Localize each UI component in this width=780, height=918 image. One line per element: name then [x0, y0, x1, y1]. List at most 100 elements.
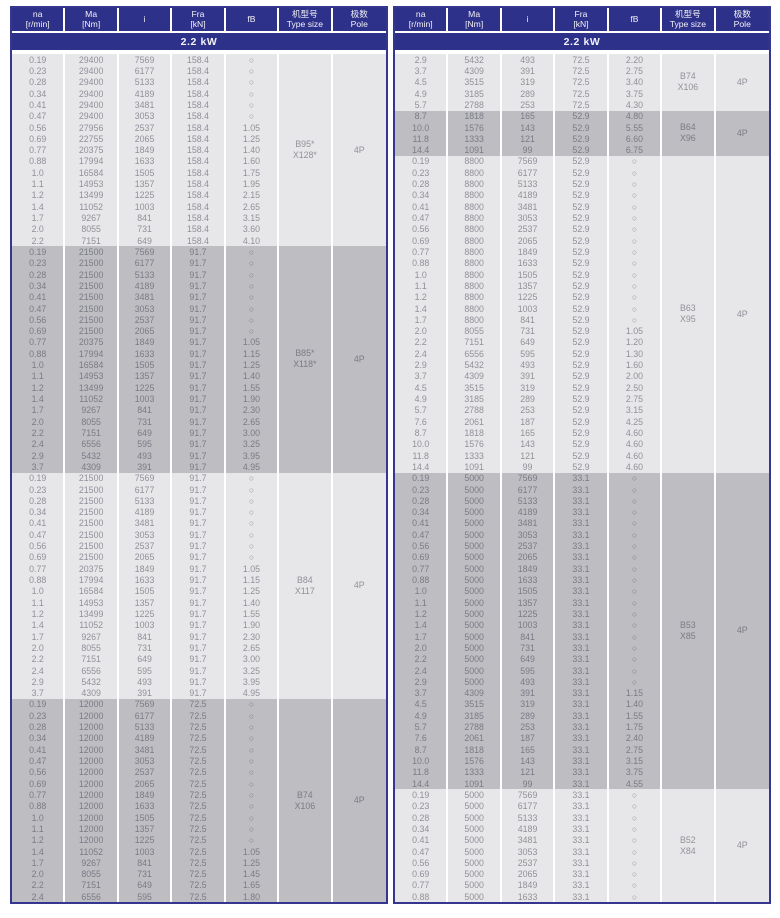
table-cell: 91.7: [172, 608, 226, 620]
table-cell: ○: [609, 574, 663, 586]
table-cell: 1.4: [12, 201, 66, 213]
table-cell: 0.77: [12, 563, 66, 575]
table-cell: 1576: [448, 121, 502, 134]
table-cell: 21500: [65, 517, 119, 530]
table-cell: 731: [119, 416, 173, 428]
table-cell: 7569: [119, 698, 173, 711]
table-cell: 2.15: [226, 189, 280, 202]
table-header: na [r/min] Ma [Nm] i Fra [kN] fB 机型号 Type size 极数 P…: [12, 8, 386, 33]
table-cell: 158.4: [172, 87, 226, 100]
table-cell: 3.7: [395, 370, 449, 383]
table-cell: ○: [226, 268, 280, 281]
table-cell: 1225: [119, 608, 173, 620]
table-cell: 0.47: [395, 529, 449, 541]
table-cell: ○: [226, 834, 280, 846]
table-cell: ○: [609, 212, 663, 224]
table-cell: ○: [226, 517, 280, 530]
spec-table-right: na [r/min] Ma [Nm] i Fra [kN] fB 机型号 Type size 极数 P…: [393, 6, 771, 905]
table-cell: 52.9: [555, 382, 609, 394]
table-cell: ○: [226, 110, 280, 122]
table-cell: 0.69: [395, 235, 449, 247]
table-cell: 0.19: [12, 246, 66, 258]
table-cell: 33.1: [555, 517, 609, 530]
table-cell: 5000: [448, 789, 502, 801]
table-cell: 0.41: [395, 201, 449, 213]
table-cell: 1633: [502, 891, 556, 903]
table-cell: 2.0: [12, 868, 66, 880]
table-cell: 21500: [65, 325, 119, 337]
table-cell: ○: [226, 551, 280, 564]
table-cell: 158.4: [172, 178, 226, 190]
table-cell: 1849: [119, 336, 173, 349]
table-cell: 1.25: [226, 585, 280, 597]
table-cell: 5000: [448, 664, 502, 677]
table-cell: 21500: [65, 291, 119, 303]
table-cell: 841: [502, 630, 556, 643]
spec-block: 0.19 5000 7569 33.1 ○ 0.23 5000 6177 33.1 ○ 0.28 50…: [395, 789, 769, 903]
type-size-line: X106: [677, 82, 699, 93]
table-cell: 91.7: [172, 630, 226, 643]
table-cell: 4.25: [609, 416, 663, 428]
table-cell: 5000: [448, 891, 502, 903]
table-cell: 3053: [119, 755, 173, 767]
table-cell: 1003: [119, 201, 173, 213]
table-cell: 5000: [448, 585, 502, 597]
type-size-line: B63: [680, 303, 696, 314]
table-cell: 16584: [65, 585, 119, 597]
table-cell: 52.9: [555, 359, 609, 371]
table-cell: 16584: [65, 167, 119, 179]
table-cell: 0.19: [12, 54, 66, 66]
table-cell: 4.95: [226, 687, 280, 699]
table-cell: 4.55: [609, 778, 663, 790]
table-cell: 33.1: [555, 653, 609, 665]
table-cell: 91.7: [172, 416, 226, 428]
table-cell: 4.9: [395, 710, 449, 722]
table-cell: 1505: [502, 585, 556, 597]
table-cell: 91.7: [172, 653, 226, 665]
table-cell: 1.05: [226, 845, 280, 858]
type-size-line: X117: [294, 585, 315, 596]
table-cell: 91.7: [172, 404, 226, 416]
table-cell: 1.0: [12, 359, 66, 371]
column-header-line1: Ma: [468, 8, 481, 19]
table-cell: 3481: [119, 517, 173, 530]
table-cell: 2.0: [395, 642, 449, 654]
type-size-cell: B95* X128*: [279, 54, 333, 247]
column-header: Fra [kN]: [172, 8, 226, 31]
table-cell: 1357: [119, 823, 173, 835]
table-cell: 12000: [65, 698, 119, 711]
table-cell: 8800: [448, 268, 502, 281]
table-cell: 91.7: [172, 449, 226, 462]
table-cell: 3.00: [226, 653, 280, 665]
table-cell: 4.5: [395, 382, 449, 394]
table-cell: 2.40: [609, 732, 663, 745]
table-cell: 20375: [65, 336, 119, 349]
table-cell: 52.9: [555, 348, 609, 360]
table-cell: 52.9: [555, 257, 609, 269]
table-cell: 841: [119, 404, 173, 416]
table-cell: 2065: [502, 551, 556, 564]
table-cell: 1.80: [226, 891, 280, 903]
table-cell: 1333: [448, 766, 502, 778]
table-cell: 7.6: [395, 732, 449, 745]
column-header-line1: i: [143, 13, 146, 24]
table-cell: 91.7: [172, 438, 226, 450]
table-cell: 3.95: [226, 676, 280, 688]
table-cell: 0.56: [395, 223, 449, 235]
table-cell: 10.0: [395, 755, 449, 767]
table-cell: 20375: [65, 144, 119, 156]
pole-cell: 4P: [353, 795, 365, 806]
table-cell: 5000: [448, 597, 502, 609]
table-cell: 2788: [448, 721, 502, 733]
table-cell: 1.40: [226, 597, 280, 609]
column-header: Fra [kN]: [555, 8, 609, 31]
table-cell: 12000: [65, 710, 119, 722]
table-cell: 0.47: [395, 212, 449, 224]
table-cell: 0.23: [12, 710, 66, 722]
table-cell: 52.9: [555, 449, 609, 462]
table-cell: 1.45: [226, 868, 280, 880]
table-cell: 21500: [65, 529, 119, 541]
table-cell: 4189: [119, 732, 173, 745]
table-cell: 3.75: [609, 766, 663, 778]
table-cell: 649: [119, 427, 173, 439]
